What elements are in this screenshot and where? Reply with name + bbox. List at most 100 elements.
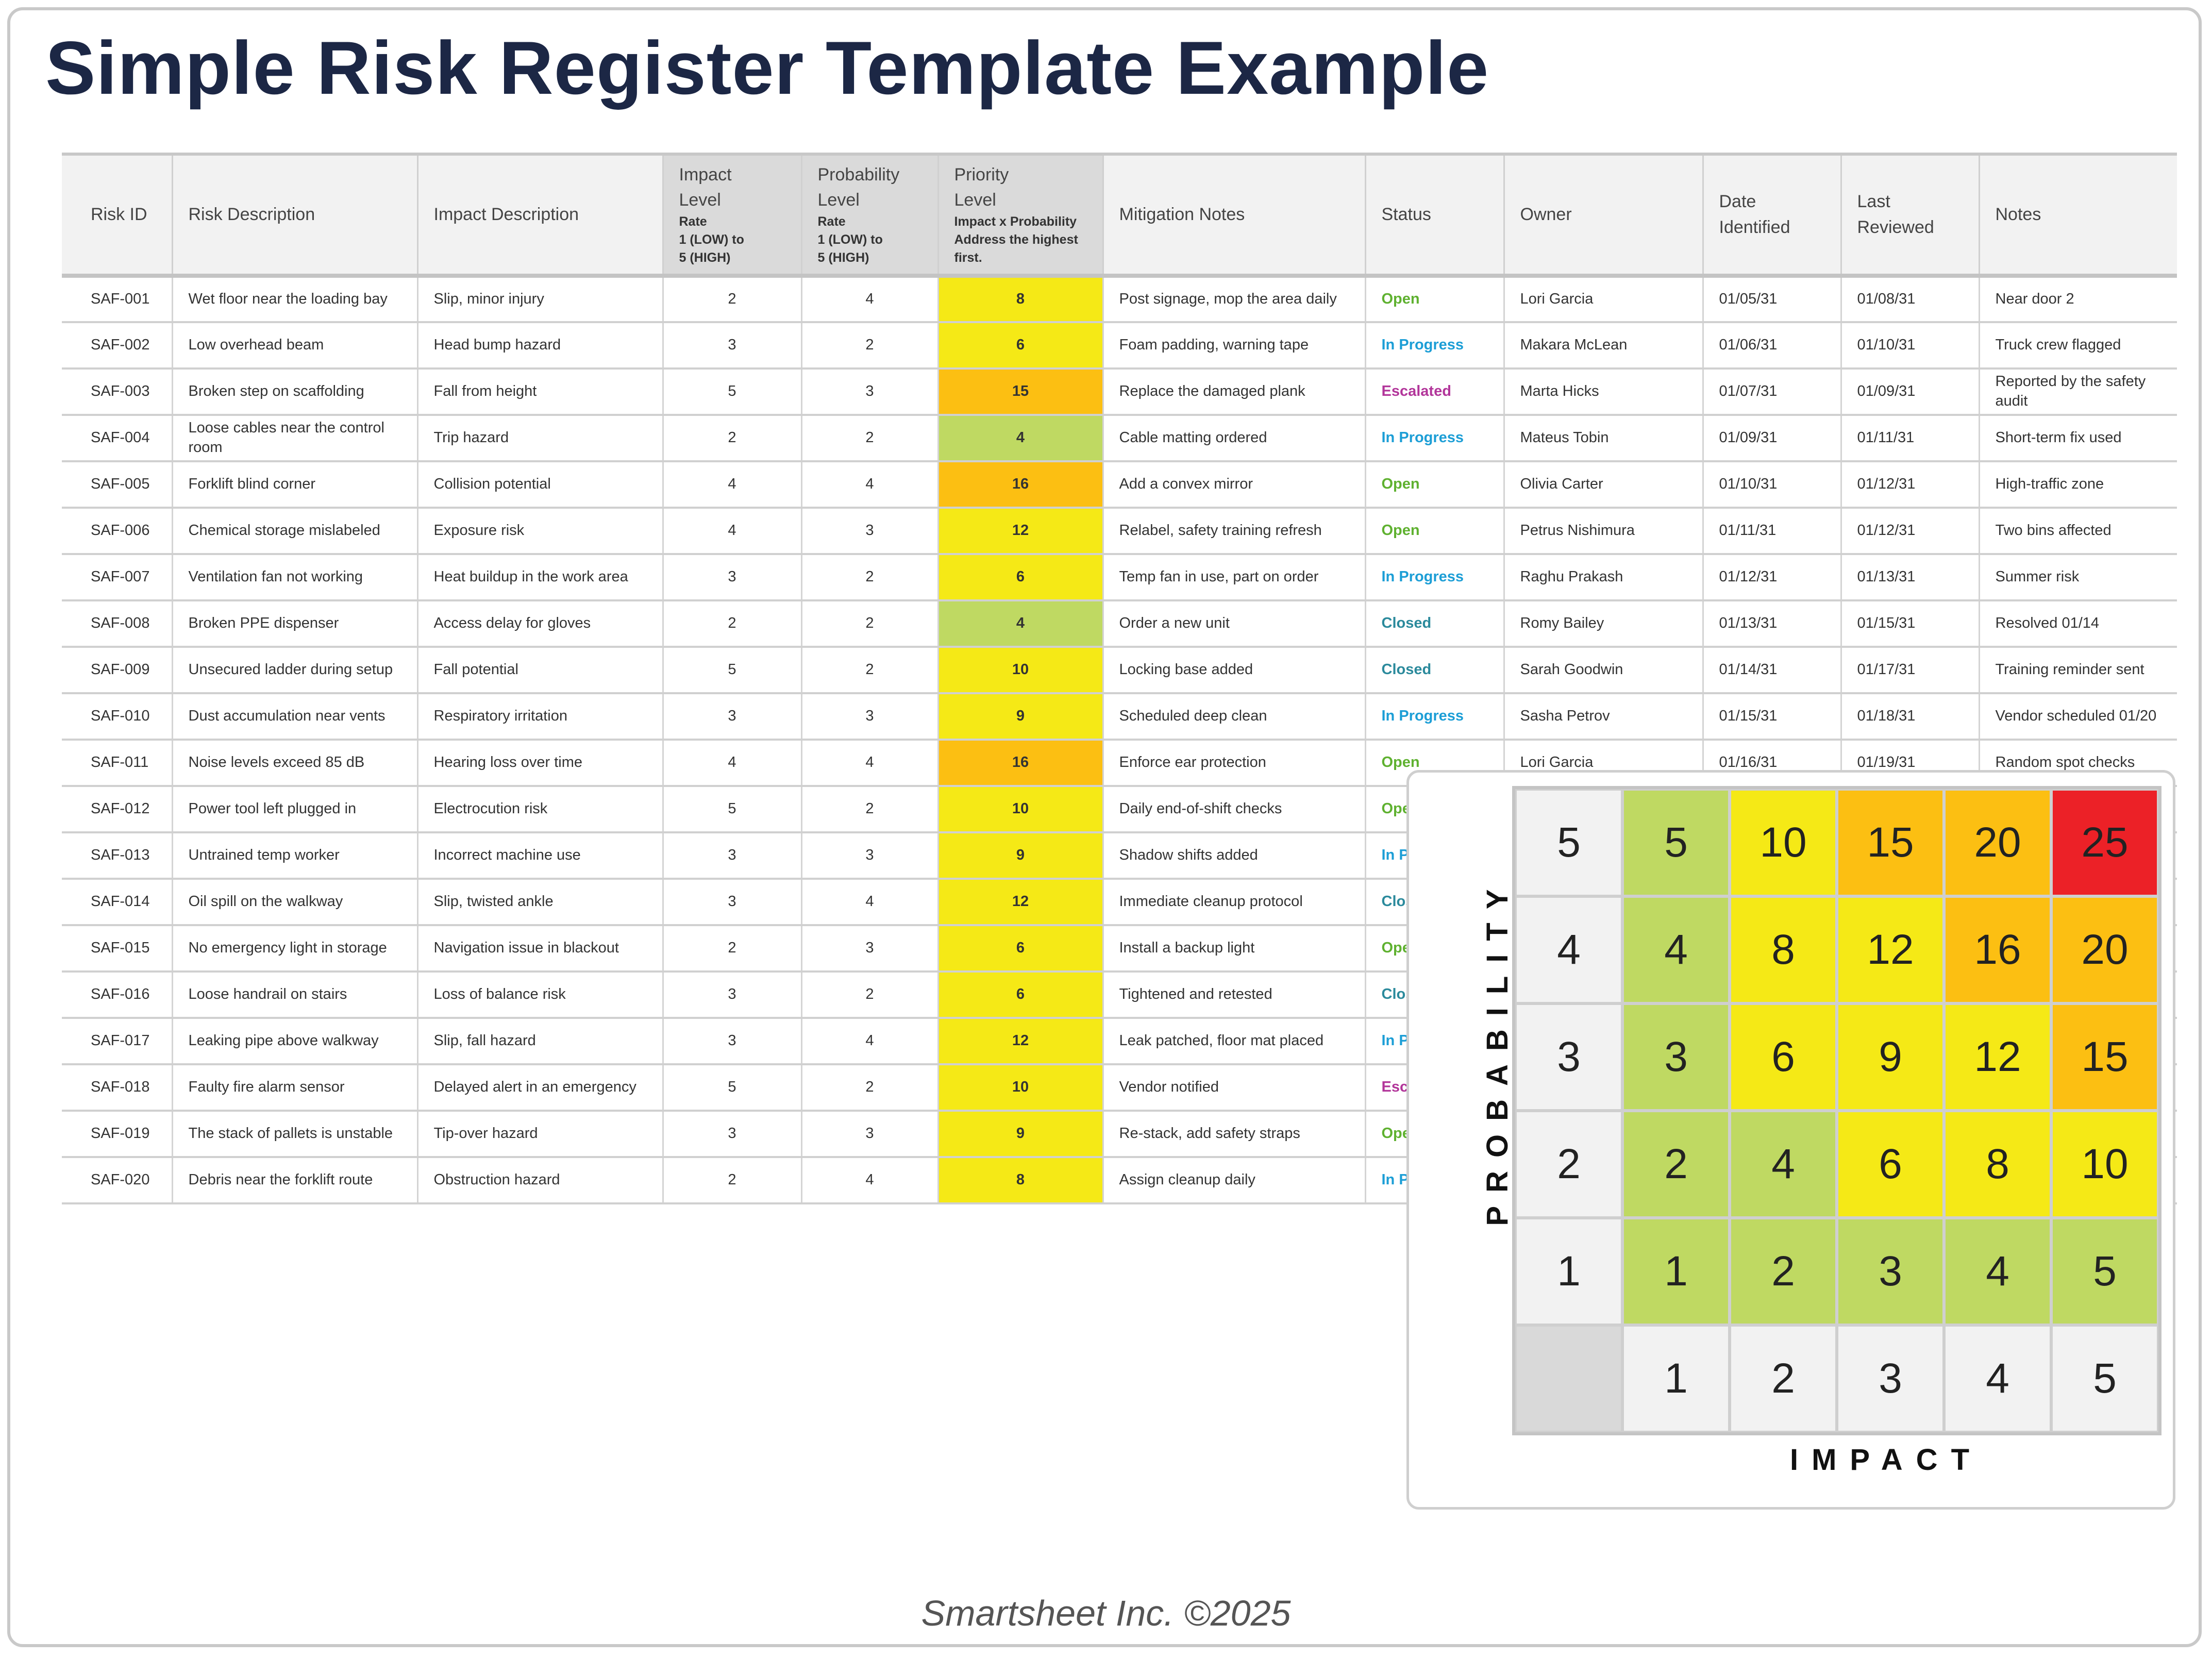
cell-impact: 2 <box>662 415 801 462</box>
impact-level-cell: 1 <box>1622 1325 1730 1432</box>
cell-mitigation: Foam padding, warning tape <box>1102 322 1365 370</box>
cell-priority: 12 <box>937 879 1103 926</box>
column-header-label: Identified <box>1719 217 1790 237</box>
cell-owner: Makara McLean <box>1503 322 1703 370</box>
table-row[interactable]: SAF-010 Dust accumulation near vents Respi… <box>62 693 2177 741</box>
column-header-label: Level <box>679 190 721 210</box>
column-header-date-identified[interactable]: Date Identified <box>1702 153 1841 278</box>
table-row[interactable]: SAF-001 Wet floor near the loading bay Sli… <box>62 276 2177 323</box>
matrix-score-cell: 2 <box>1622 1111 1730 1218</box>
column-header-risk-id[interactable]: Risk ID <box>62 153 172 278</box>
cell-mitigation: Daily end-of-shift checks <box>1102 786 1365 833</box>
cell-identified: 01/12/31 <box>1702 554 1841 601</box>
cell-identified: 01/10/31 <box>1702 461 1841 509</box>
cell-id: SAF-017 <box>62 1018 172 1065</box>
cell-owner: Sarah Goodwin <box>1503 647 1703 694</box>
matrix-score-cell: 5 <box>1622 789 1730 896</box>
cell-probability: 3 <box>800 925 938 973</box>
matrix-score-cell: 8 <box>1944 1111 2051 1218</box>
cell-reviewed: 01/12/31 <box>1840 461 1979 509</box>
cell-mitigation: Shadow shifts added <box>1102 832 1365 880</box>
cell-notes: Vendor scheduled 01/20 <box>1978 693 2177 741</box>
cell-id: SAF-016 <box>62 972 172 1019</box>
column-header-risk-description[interactable]: Risk Description <box>171 153 417 278</box>
matrix-corner-cell <box>1515 1325 1622 1432</box>
page-title: Simple Risk Register Template Example <box>45 26 1489 110</box>
cell-mitigation: Re-stack, add safety straps <box>1102 1111 1365 1158</box>
probability-level-cell: 2 <box>1515 1111 1622 1218</box>
table-row[interactable]: SAF-004 Loose cables near the control roo… <box>62 415 2177 462</box>
cell-impact: 3 <box>662 693 801 741</box>
cell-impact: 3 <box>662 1018 801 1065</box>
cell-mitigation: Relabel, safety training refresh <box>1102 508 1365 555</box>
cell-notes: Training reminder sent <box>1978 647 2177 694</box>
table-row[interactable]: SAF-003 Broken step on scaffolding Fall fr… <box>62 369 2177 416</box>
column-header-label: Impact <box>679 164 732 185</box>
cell-mitigation: Leak patched, floor mat placed <box>1102 1018 1365 1065</box>
column-header-probability-level[interactable]: Probability Level Rate 1 (LOW) to 5 (HIGH) <box>800 153 938 278</box>
cell-risk: Loose cables near the control room <box>171 415 417 462</box>
cell-impact: 5 <box>662 1064 801 1112</box>
column-header-last-reviewed[interactable]: Last Reviewed <box>1840 153 1979 278</box>
column-header-hint: 5 (HIGH) <box>817 250 869 265</box>
cell-status: Closed <box>1364 647 1504 694</box>
matrix-score-cell: 20 <box>1944 789 2051 896</box>
cell-identified: 01/07/31 <box>1702 369 1841 416</box>
cell-impact-desc: Loss of balance risk <box>416 972 663 1019</box>
column-header-priority-level[interactable]: Priority Level Impact x Probability Address… <box>937 153 1103 278</box>
cell-id: SAF-019 <box>62 1111 172 1158</box>
probability-level-cell: 1 <box>1515 1218 1622 1325</box>
table-header-row: Risk ID Risk Description Impact Descriptio… <box>62 153 2177 278</box>
cell-risk: Forklift blind corner <box>171 461 417 509</box>
matrix-score-cell: 12 <box>1944 1003 2051 1111</box>
matrix-score-cell: 3 <box>1622 1003 1730 1111</box>
cell-probability: 2 <box>800 600 938 648</box>
cell-mitigation: Scheduled deep clean <box>1102 693 1365 741</box>
column-header-impact-level[interactable]: Impact Level Rate 1 (LOW) to 5 (HIGH) <box>662 153 801 278</box>
cell-risk: Broken step on scaffolding <box>171 369 417 416</box>
cell-owner: Sasha Petrov <box>1503 693 1703 741</box>
table-row[interactable]: SAF-009 Unsecured ladder during setup Fall… <box>62 647 2177 694</box>
cell-impact: 2 <box>662 925 801 973</box>
column-header-notes[interactable]: Notes <box>1978 153 2177 278</box>
cell-probability: 2 <box>800 647 938 694</box>
cell-id: SAF-009 <box>62 647 172 694</box>
cell-identified: 01/13/31 <box>1702 600 1841 648</box>
cell-probability: 4 <box>800 879 938 926</box>
cell-risk: Power tool left plugged in <box>171 786 417 833</box>
matrix-score-cell: 10 <box>2051 1111 2158 1218</box>
column-header-status[interactable]: Status <box>1364 153 1504 278</box>
cell-id: SAF-006 <box>62 508 172 555</box>
cell-priority: 15 <box>937 369 1103 416</box>
cell-notes: High-traffic zone <box>1978 461 2177 509</box>
cell-id: SAF-020 <box>62 1157 172 1204</box>
cell-probability: 3 <box>800 693 938 741</box>
column-header-mitigation-notes[interactable]: Mitigation Notes <box>1102 153 1365 278</box>
column-header-label: Owner <box>1520 204 1572 224</box>
table-row[interactable]: SAF-006 Chemical storage mislabeled Exposu… <box>62 508 2177 555</box>
cell-owner: Marta Hicks <box>1503 369 1703 416</box>
cell-impact-desc: Delayed alert in an emergency <box>416 1064 663 1112</box>
table-row[interactable]: SAF-011 Noise levels exceed 85 dB Hearing … <box>62 740 2177 787</box>
cell-priority: 4 <box>937 600 1103 648</box>
cell-mitigation: Vendor notified <box>1102 1064 1365 1112</box>
cell-reviewed: 01/12/31 <box>1840 508 1979 555</box>
column-header-impact-description[interactable]: Impact Description <box>416 153 663 278</box>
cell-priority: 12 <box>937 1018 1103 1065</box>
column-header-owner[interactable]: Owner <box>1503 153 1703 278</box>
table-row[interactable]: SAF-002 Low overhead beam Head bump hazard… <box>62 322 2177 370</box>
table-row[interactable]: SAF-008 Broken PPE dispenser Access delay … <box>62 600 2177 648</box>
cell-identified: 01/05/31 <box>1702 276 1841 323</box>
cell-probability: 2 <box>800 1064 938 1112</box>
cell-impact: 4 <box>662 740 801 787</box>
column-header-label: Impact Description <box>433 204 579 224</box>
cell-id: SAF-015 <box>62 925 172 973</box>
cell-mitigation: Immediate cleanup protocol <box>1102 879 1365 926</box>
table-row[interactable]: SAF-007 Ventilation fan not working Heat b… <box>62 554 2177 601</box>
matrix-score-cell: 20 <box>2051 896 2158 1003</box>
table-row[interactable]: SAF-005 Forklift blind corner Collision po… <box>62 461 2177 509</box>
cell-status: Open <box>1364 508 1504 555</box>
page-frame <box>7 7 2202 1647</box>
cell-risk: Ventilation fan not working <box>171 554 417 601</box>
cell-owner: Raghu Prakash <box>1503 554 1703 601</box>
